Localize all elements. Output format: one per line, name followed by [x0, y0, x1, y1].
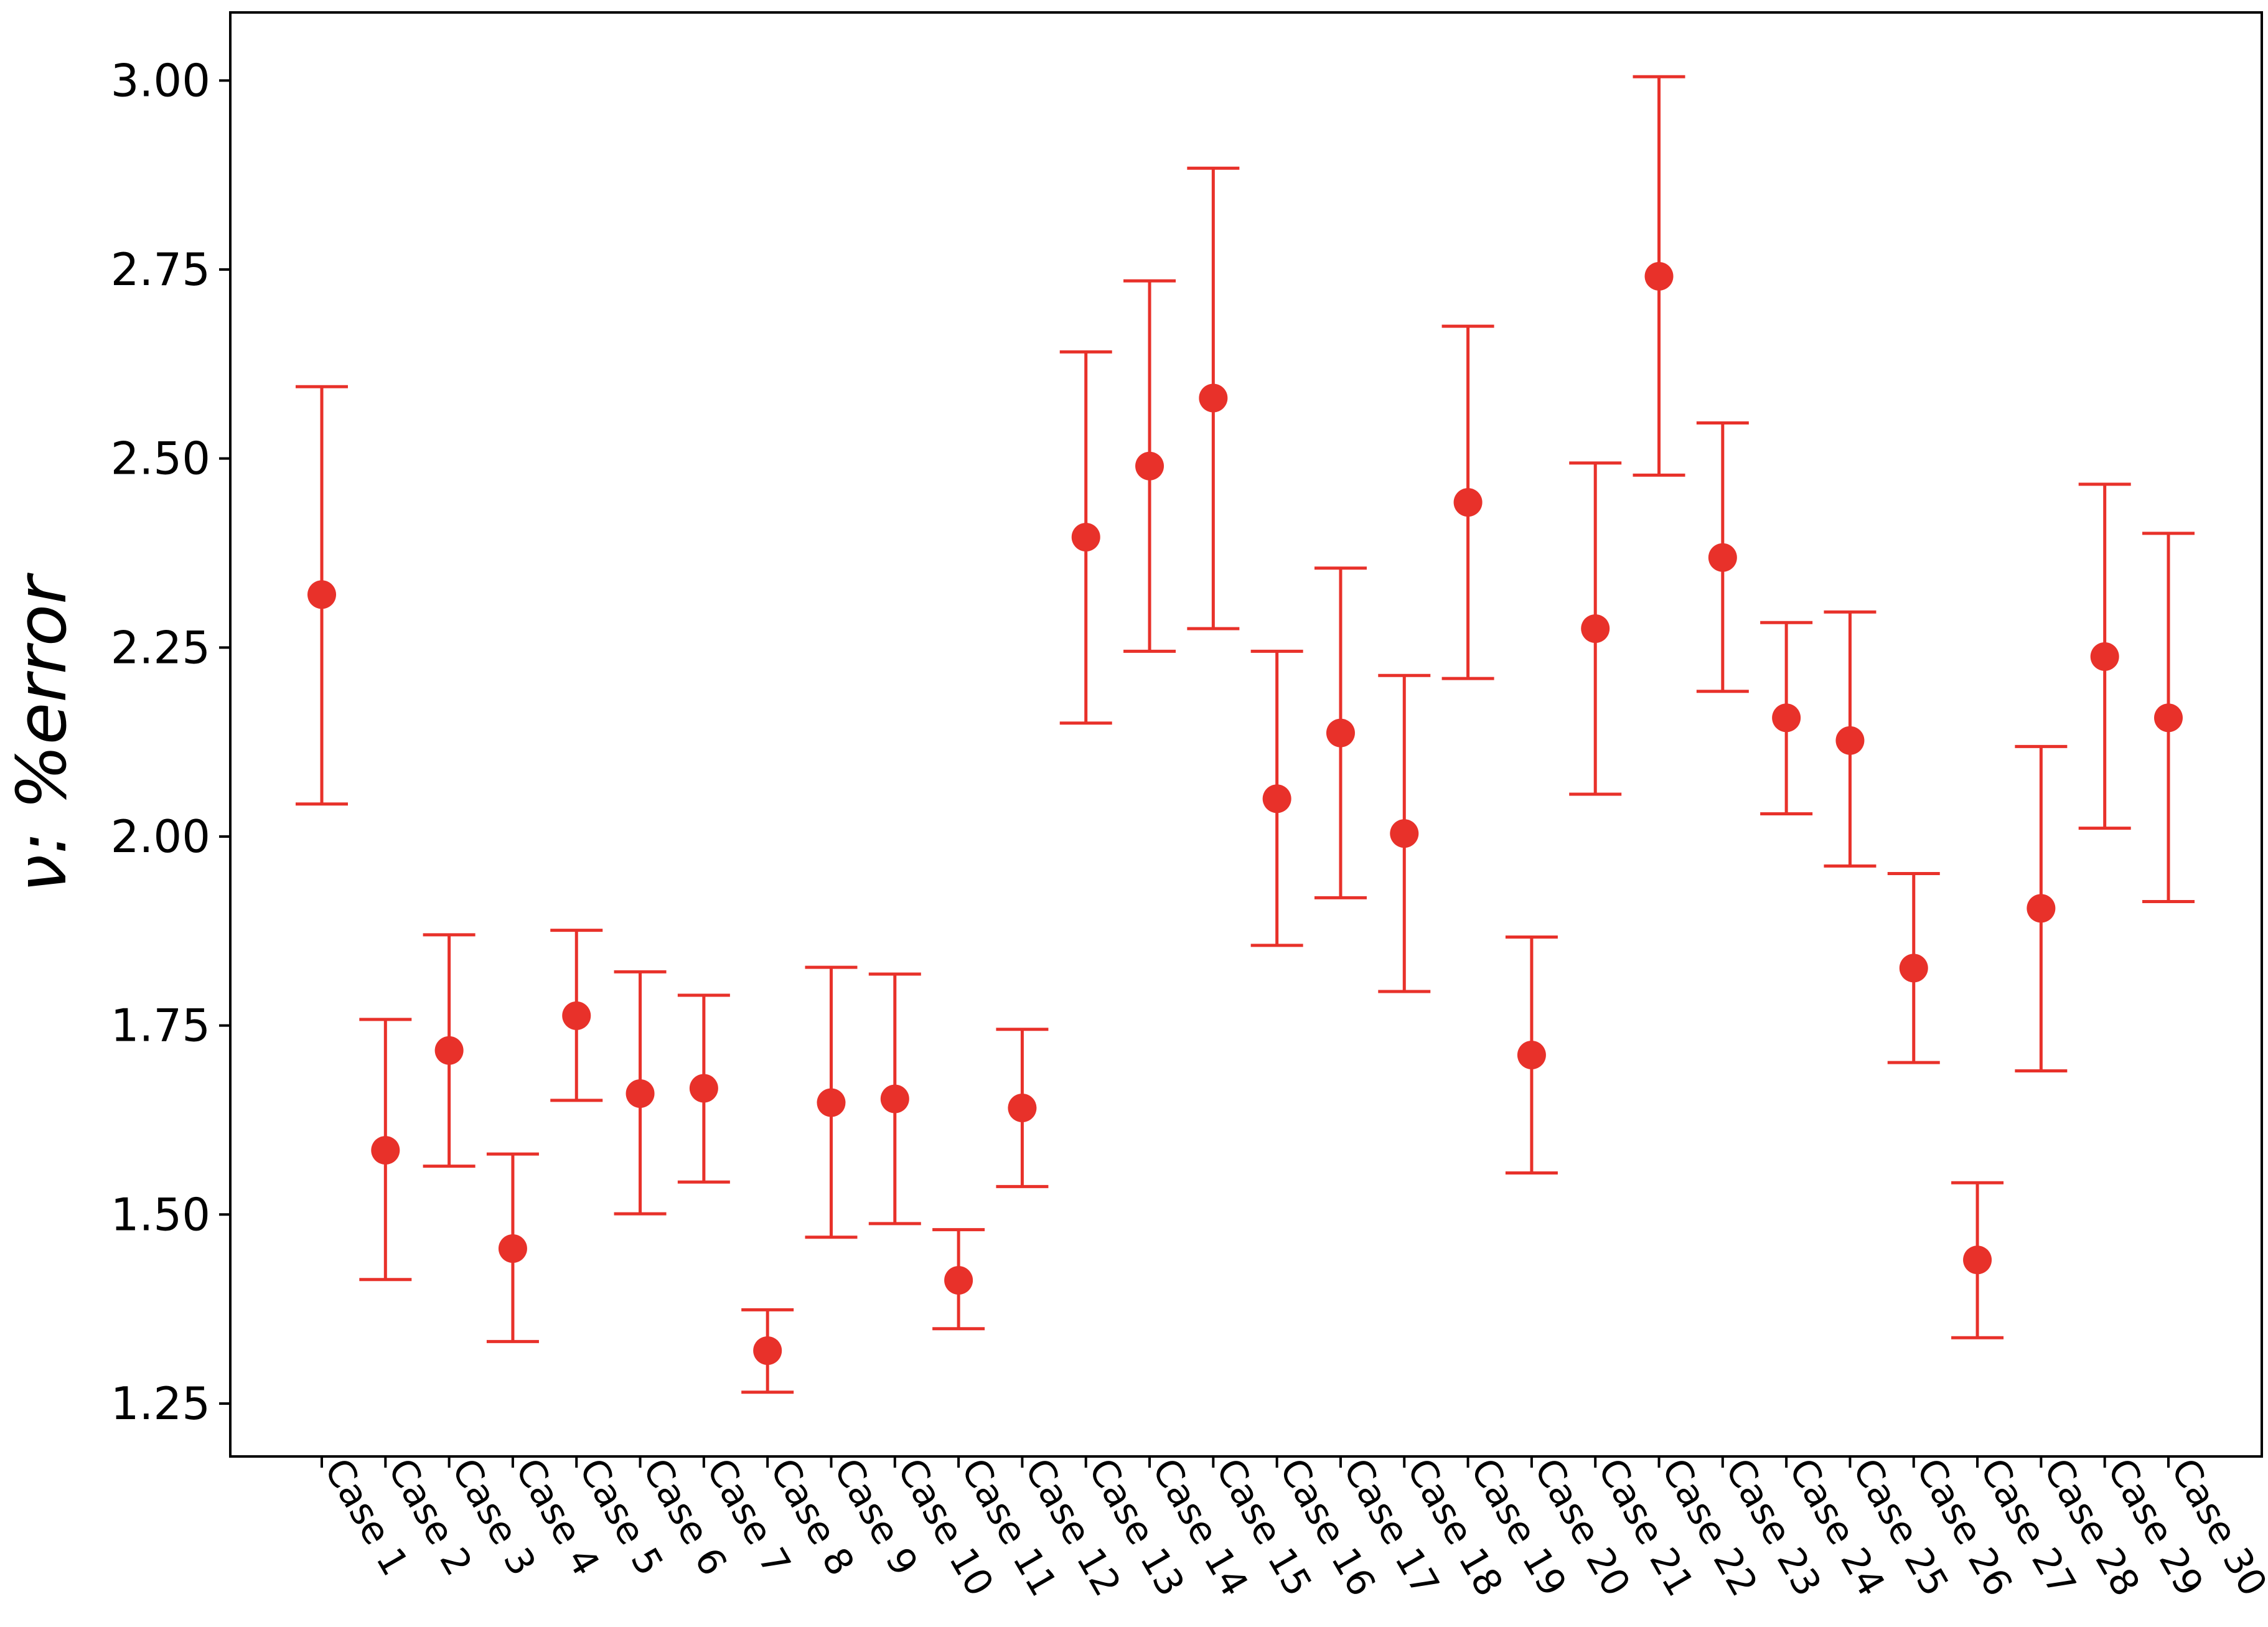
data-marker — [1199, 383, 1228, 413]
data-point-7 — [677, 993, 730, 1184]
data-point-29 — [2078, 482, 2131, 830]
data-marker — [1071, 522, 1100, 551]
data-marker — [880, 1084, 909, 1114]
data-point-19 — [1441, 324, 1494, 680]
data-marker — [562, 1001, 591, 1030]
data-point-23 — [1696, 421, 1749, 693]
data-point-2 — [359, 1018, 412, 1282]
data-marker — [1517, 1041, 1546, 1070]
data-marker — [1644, 261, 1674, 291]
y-axis: 1.25 1.50 1.75 2.00 2.25 2.50 2.75 3.00 — [111, 54, 230, 1430]
data-point-16 — [1250, 649, 1303, 947]
data-point-26 — [1887, 871, 1940, 1064]
data-marker — [2154, 703, 2183, 733]
data-marker — [626, 1079, 655, 1108]
data-marker — [1262, 784, 1291, 814]
y-axis-label: ν: %error — [2, 573, 82, 893]
data-marker — [1390, 819, 1419, 848]
data-marker — [1899, 954, 1928, 983]
data-point-18 — [1378, 673, 1431, 993]
data-point-6 — [614, 970, 667, 1216]
data-marker — [817, 1088, 846, 1117]
data-point-3 — [423, 933, 476, 1168]
data-point-25 — [1824, 610, 1877, 868]
data-point-27 — [1951, 1181, 2004, 1339]
data-marker — [1708, 543, 1737, 572]
data-point-22 — [1633, 75, 1685, 477]
data-marker — [689, 1074, 718, 1103]
data-marker — [1772, 703, 1801, 733]
data-point-11 — [932, 1228, 985, 1331]
data-marker — [1963, 1245, 1992, 1275]
data-marks — [296, 75, 2195, 1394]
y-tick-label: 3.00 — [111, 54, 210, 106]
data-point-21 — [1569, 461, 1622, 796]
data-marker — [1008, 1094, 1037, 1123]
data-point-12 — [996, 1028, 1049, 1188]
data-point-8 — [741, 1308, 794, 1394]
data-point-20 — [1505, 935, 1558, 1175]
data-marker — [753, 1336, 782, 1365]
data-marker — [434, 1036, 464, 1065]
data-point-24 — [1760, 621, 1813, 816]
y-tick-label: 1.50 — [111, 1188, 210, 1240]
data-marker — [1453, 488, 1483, 517]
y-tick-label: 2.75 — [111, 243, 210, 296]
y-tick-label: 1.25 — [111, 1377, 210, 1430]
data-marker — [498, 1234, 527, 1263]
data-marker — [1326, 718, 1355, 748]
data-marker — [2090, 642, 2119, 671]
data-marker — [1581, 614, 1610, 643]
y-tick-label: 1.75 — [111, 1000, 210, 1052]
data-marker — [944, 1265, 973, 1295]
y-tick-label: 2.50 — [111, 433, 210, 485]
data-point-1 — [296, 385, 348, 806]
data-point-9 — [805, 965, 858, 1239]
data-marker — [1835, 726, 1865, 755]
data-marker — [1135, 451, 1164, 481]
plot-frame — [229, 11, 2263, 1458]
data-marker — [307, 580, 336, 609]
data-point-4 — [486, 1152, 539, 1343]
y-tick-label: 2.25 — [111, 621, 210, 673]
data-point-10 — [868, 972, 921, 1226]
data-point-30 — [2142, 532, 2195, 903]
data-point-13 — [1059, 350, 1112, 725]
data-point-5 — [550, 929, 603, 1102]
data-point-14 — [1123, 279, 1176, 653]
data-point-17 — [1314, 566, 1367, 899]
data-point-28 — [2015, 744, 2068, 1073]
data-point-15 — [1187, 166, 1240, 631]
data-marker — [371, 1136, 400, 1165]
y-tick-label: 2.00 — [111, 810, 210, 863]
data-marker — [2027, 894, 2056, 923]
